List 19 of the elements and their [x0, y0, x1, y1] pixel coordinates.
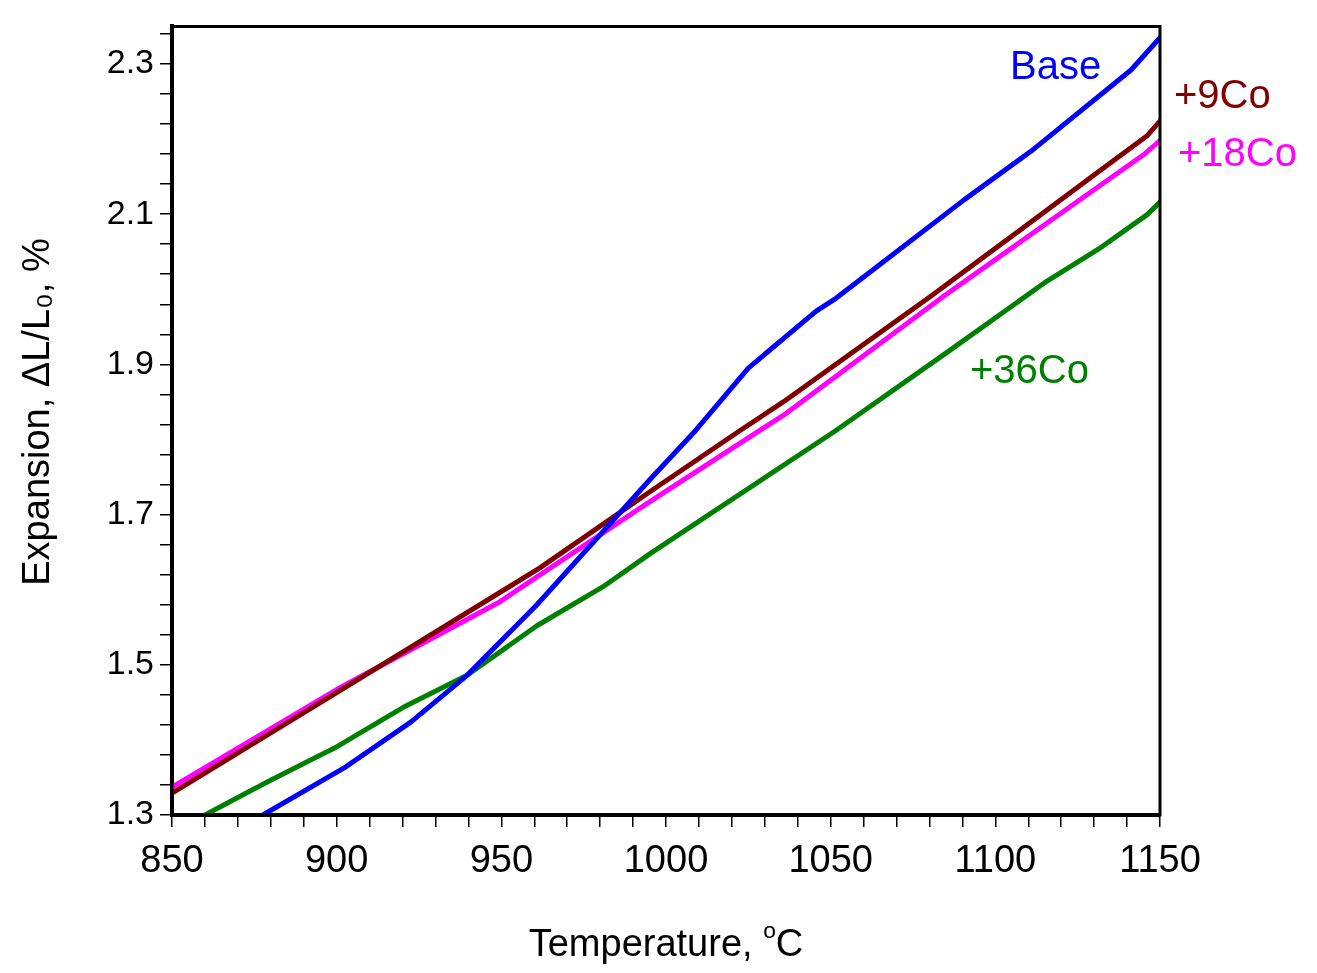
y-tick-label: 2.1 [106, 192, 154, 231]
series-label: +9Co [1174, 72, 1271, 117]
y-tick-label: 2.3 [106, 42, 154, 81]
y-axis-title: Expansion, ΔL/L₀, % [14, 238, 58, 586]
x-tick-label: 850 [140, 838, 204, 881]
series-label: +18Co [1178, 129, 1297, 174]
x-tick-label: 950 [469, 838, 534, 881]
series-label: +36Co [970, 347, 1089, 392]
series-label: Base [1010, 42, 1102, 87]
y-tick-label: 1.7 [106, 492, 154, 531]
x-tick-label: 1150 [1119, 838, 1201, 881]
x-tick-label: 1050 [788, 838, 873, 881]
x-tick-label: 1100 [954, 838, 1037, 881]
y-tick-label: 1.3 [106, 793, 154, 832]
y-tick-label: 1.5 [106, 643, 154, 682]
x-axis-title: Temperature, $^{o}$C [528, 916, 804, 965]
x-tick-label: 900 [304, 838, 369, 881]
x-tick-label: 1000 [623, 838, 709, 881]
y-tick-label: 1.9 [106, 342, 154, 381]
